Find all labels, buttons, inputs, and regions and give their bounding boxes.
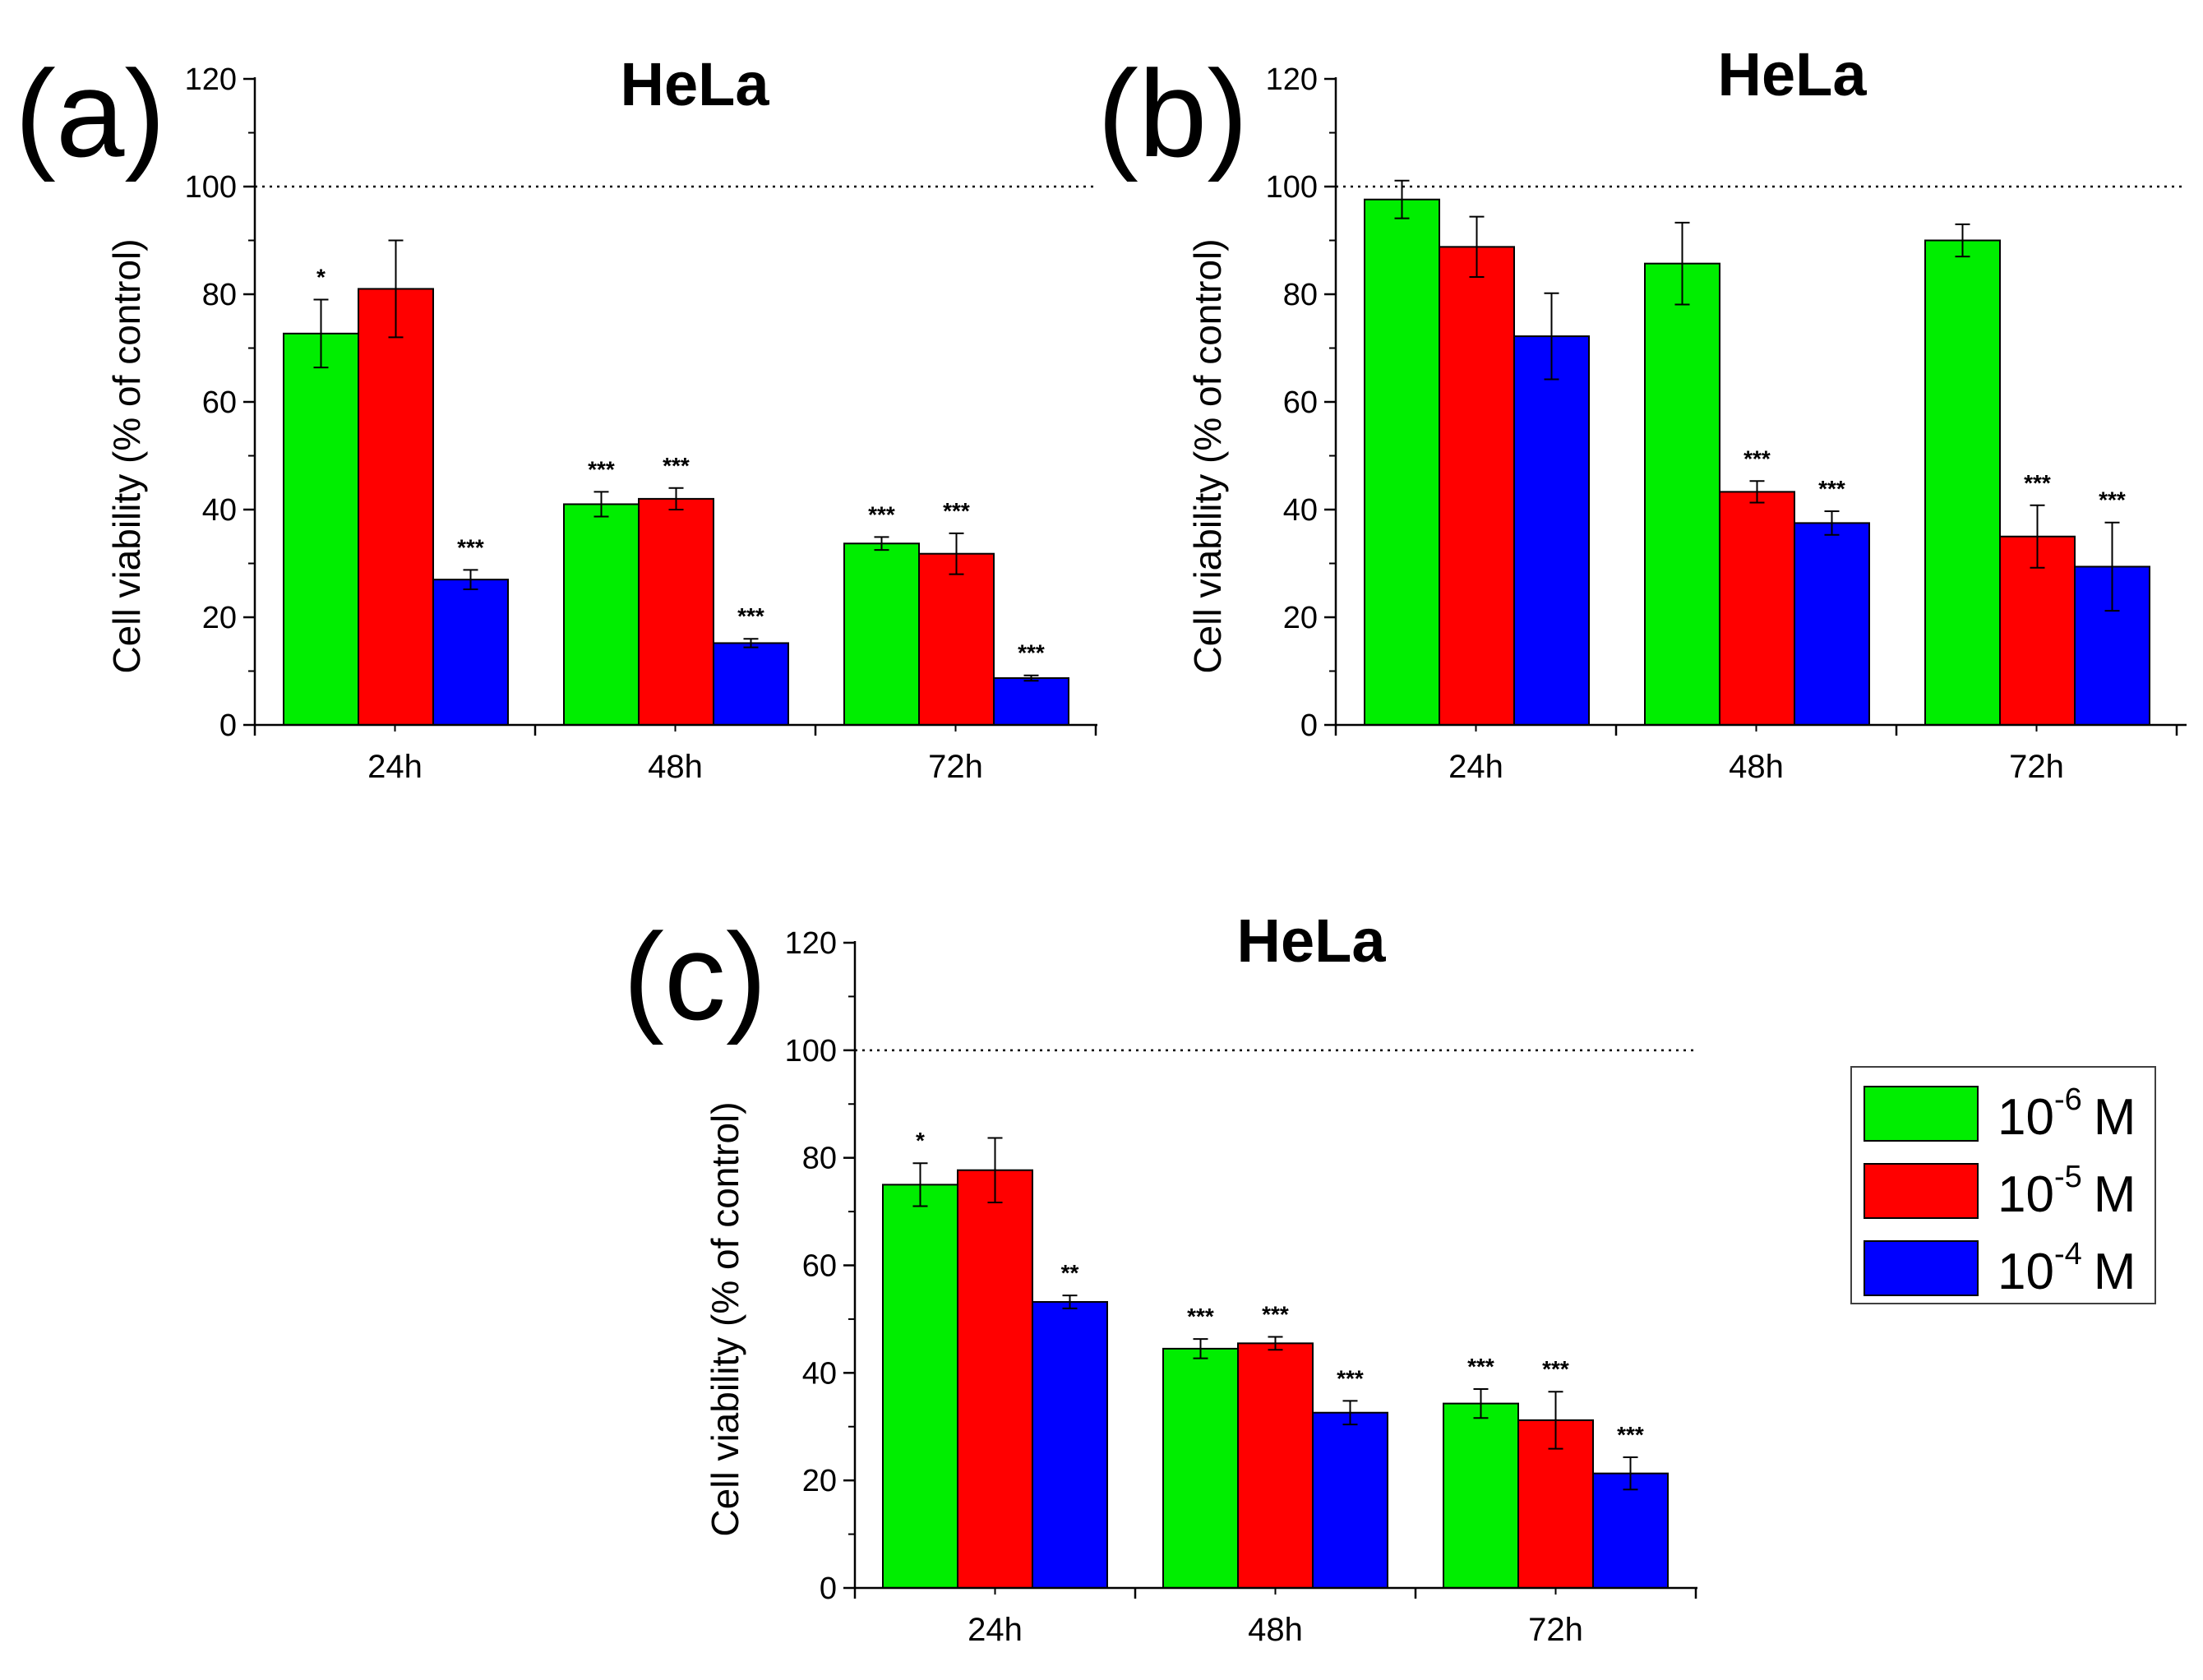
panel-b-title: HeLa — [1718, 40, 1868, 108]
panel-c-bar-24h-s2 — [957, 1169, 1033, 1590]
panel-b-bar-48h-s1 — [1644, 262, 1720, 727]
panel-c-y-tick-label-80: 80 — [802, 1142, 837, 1176]
panel-c-y-tick-label-120: 120 — [785, 926, 837, 961]
panel-c-y-tick-label-60: 60 — [802, 1249, 837, 1284]
panel-c-sig-48h-s2: *** — [1262, 1302, 1289, 1327]
panel-c-label: (c) — [623, 907, 767, 1045]
panel-b-bar-48h-s3 — [1794, 522, 1870, 726]
panel-a-bar-48h-s1 — [563, 503, 640, 726]
panel-a-bar-72h-s1 — [843, 542, 920, 727]
panel-b: (b) HeLa Cell viability (% of control) *… — [1097, 40, 2187, 785]
panel-c-bar-24h-s3 — [1032, 1300, 1108, 1589]
panel-b-y-tick-label-100: 100 — [1266, 170, 1318, 205]
legend: 10-6 M 10-5 M 10-4 M — [1850, 1066, 2156, 1304]
panel-c-sig-72h-s2: *** — [1542, 1356, 1569, 1382]
panel-a-sig-48h-s2: *** — [663, 453, 690, 478]
panel-a-x-tick-label-24h: 24h — [367, 749, 423, 785]
panel-a-label: (a) — [15, 44, 165, 182]
panel-c-sig-24h-s3: ** — [1061, 1260, 1079, 1285]
panel-a-sig-72h-s2: *** — [943, 498, 970, 524]
panel-a-y-tick-label-40: 40 — [202, 493, 237, 528]
panel-b-sig-72h-s2: *** — [2024, 470, 2051, 496]
panel-b-sig-48h-s2: *** — [1743, 445, 1771, 471]
panel-b-plot: *** *** *** *** 0 20 40 60 80 100 120 24h 48h 72h — [1266, 62, 2187, 785]
panel-c-x-tick-label-48h: 48h — [1248, 1612, 1303, 1648]
panel-b-y-tick-label-0: 0 — [1300, 708, 1318, 743]
panel-a-y-tick-label-100: 100 — [185, 170, 237, 205]
panel-a-sig-72h-s3: *** — [1018, 640, 1045, 666]
panel-c-title: HeLa — [1237, 907, 1387, 975]
panel-c-bar-24h-s1 — [882, 1184, 958, 1589]
panel-a-plot: ******* ********* ******02040608010012024h… — [185, 62, 1097, 785]
legend-label-1: 10-6 M — [1997, 1082, 2136, 1146]
panel-a-sig-48h-s1: *** — [588, 456, 615, 482]
panel-a-y-axis-title: Cell viability (% of control) — [105, 238, 148, 673]
panel-a-bar-48h-s2 — [638, 497, 714, 727]
panel-b-y-tick-label-20: 20 — [1283, 601, 1318, 635]
panel-a-sig-72h-s1: *** — [868, 501, 895, 527]
panel-c-sig-48h-s1: *** — [1187, 1304, 1214, 1329]
panel-a-bar-24h-s1 — [283, 332, 359, 726]
panel-a-y-tick-label-80: 80 — [202, 278, 237, 312]
panel-a-sig-24h-s1: * — [316, 265, 326, 290]
panel-c-bar-48h-s3 — [1312, 1411, 1388, 1590]
legend-label-2: 10-5 M — [1997, 1160, 2136, 1223]
panel-b-sig-72h-s3: *** — [2099, 487, 2126, 513]
panel-b-y-tick-label-40: 40 — [1283, 493, 1318, 528]
panel-a-y-tick-label-60: 60 — [202, 385, 237, 420]
panel-a-sig-24h-s3: *** — [457, 534, 484, 560]
panel-b-bar-72h-s1 — [1924, 239, 2001, 726]
panel-b-bar-24h-s3 — [1513, 335, 1590, 726]
panel-b-x-tick-label-72h: 72h — [2009, 749, 2064, 785]
panel-c-x-tick-label-24h: 24h — [968, 1612, 1023, 1648]
legend-label-3: 10-4 M — [1997, 1237, 2136, 1300]
panel-c-y-axis-title: Cell viability (% of control) — [704, 1101, 746, 1536]
legend-swatch-1 — [1864, 1086, 1979, 1142]
panel-a-bar-48h-s3 — [713, 642, 789, 726]
panel-b-y-tick-label-80: 80 — [1283, 278, 1318, 312]
panel-b-bar-48h-s2 — [1719, 491, 1795, 726]
panel-c-y-tick-label-100: 100 — [785, 1034, 837, 1068]
panel-a-sig-48h-s3: *** — [737, 603, 764, 629]
legend-swatch-3 — [1864, 1240, 1979, 1296]
panel-c-sig-24h-s1: * — [916, 1128, 925, 1153]
panel-c-x-tick-label-72h: 72h — [1528, 1612, 1583, 1648]
panel-c-y-tick-label-20: 20 — [802, 1464, 837, 1498]
panel-c-bar-72h-s3 — [1592, 1472, 1669, 1589]
panel-a-title: HeLa — [621, 50, 770, 118]
panel-c-bar-72h-s1 — [1443, 1402, 1519, 1590]
panel-b-label: (b) — [1097, 44, 1248, 182]
panel-b-x-tick-label-48h: 48h — [1729, 749, 1784, 785]
panel-b-bar-24h-s1 — [1364, 198, 1440, 727]
panel-b-x-tick-label-24h: 24h — [1448, 749, 1503, 785]
panel-c-y-tick-label-40: 40 — [802, 1356, 837, 1391]
panel-a-bar-72h-s2 — [918, 552, 995, 727]
panel-c-sig-48h-s3: *** — [1337, 1365, 1364, 1391]
panel-a: (a) HeLa Cell viability (% of control) *… — [15, 44, 1097, 785]
panel-b-y-tick-label-120: 120 — [1266, 62, 1318, 97]
panel-a-y-tick-label-0: 0 — [219, 708, 237, 743]
panel-b-bar-24h-s2 — [1439, 246, 1515, 726]
panel-b-y-tick-label-60: 60 — [1283, 385, 1318, 420]
panel-b-sig-48h-s3: *** — [1818, 476, 1845, 501]
panel-a-y-tick-label-120: 120 — [185, 62, 237, 97]
legend-swatch-2 — [1864, 1163, 1979, 1219]
panel-c-bar-48h-s2 — [1237, 1342, 1314, 1589]
panel-c-bar-48h-s1 — [1162, 1347, 1239, 1590]
panel-a-bar-72h-s3 — [993, 677, 1069, 727]
panel-a-y-tick-label-20: 20 — [202, 601, 237, 635]
panel-a-bar-24h-s3 — [432, 579, 509, 727]
panel-c-y-tick-label-0: 0 — [820, 1572, 837, 1606]
panel-c: (c) HeLa Cell viability (% of control) *… — [623, 907, 1697, 1648]
panel-a-bar-24h-s2 — [358, 288, 434, 726]
panel-c-sig-72h-s1: *** — [1467, 1354, 1494, 1379]
panel-a-x-tick-label-72h: 72h — [928, 749, 983, 785]
panel-a-x-tick-label-48h: 48h — [648, 749, 703, 785]
panel-c-sig-72h-s3: *** — [1617, 1422, 1644, 1447]
panel-b-y-axis-title: Cell viability (% of control) — [1186, 238, 1229, 673]
